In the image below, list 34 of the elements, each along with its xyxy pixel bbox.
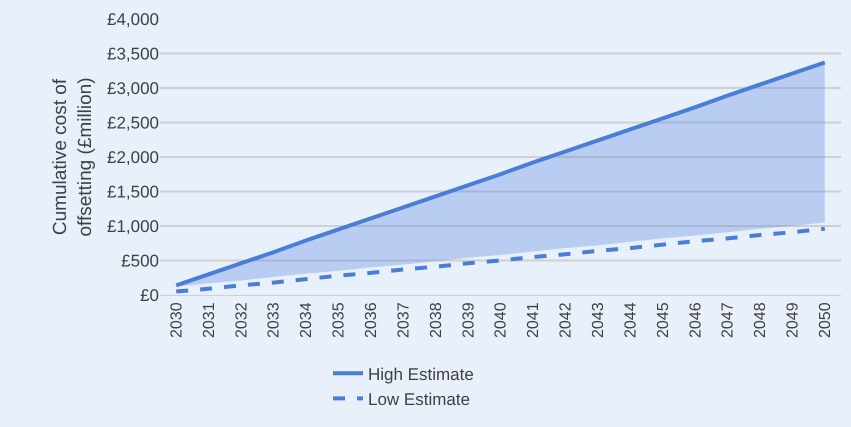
- x-tick-label: 2044: [622, 302, 640, 338]
- y-tick-label: £4,000: [107, 10, 159, 29]
- line-series: [174, 226, 827, 294]
- x-tick-label: 2041: [525, 302, 542, 338]
- x-tick-label: 2030: [168, 302, 186, 338]
- y-tick-label: £1,500: [107, 182, 159, 202]
- y-tick-label: £1,000: [107, 216, 159, 236]
- y-tick-label: £3,500: [107, 44, 159, 64]
- y-tick-label: £500: [121, 251, 159, 270]
- legend-label: High Estimate: [368, 364, 474, 384]
- x-tick-label: 2046: [687, 302, 704, 338]
- x-tick-label: 2045: [654, 302, 672, 338]
- x-tick-label: 2038: [428, 302, 445, 338]
- legend-label: Low Estimate: [368, 390, 470, 409]
- x-tick-label: 2035: [330, 302, 348, 338]
- x-tick-label: 2048: [752, 302, 770, 338]
- x-tick-label: 2049: [784, 302, 802, 338]
- y-tick-label: £0: [140, 286, 159, 305]
- x-tick-label: 2042: [558, 302, 575, 338]
- x-tick-label: 2037: [395, 302, 412, 338]
- y-tick-label: £3,000: [107, 78, 159, 98]
- y-axis-title: Cumulative cost of offsetting (£million): [50, 77, 96, 237]
- x-tick-label: 2039: [460, 302, 478, 338]
- x-tick-label: 2032: [233, 302, 250, 338]
- x-tick-label: 2043: [590, 302, 607, 338]
- x-tick-label: 2036: [362, 302, 380, 338]
- y-tick-label: £2,000: [107, 148, 159, 167]
- x-tick-label: 2050: [816, 302, 834, 338]
- x-tick-label: 2031: [200, 302, 218, 338]
- x-tick-label: 2034: [298, 302, 316, 338]
- x-tick-label: 2033: [266, 302, 283, 338]
- y-tick-label: £2,500: [107, 113, 159, 132]
- x-tick-label: 2040: [492, 302, 510, 338]
- x-tick-label: 2047: [720, 302, 737, 338]
